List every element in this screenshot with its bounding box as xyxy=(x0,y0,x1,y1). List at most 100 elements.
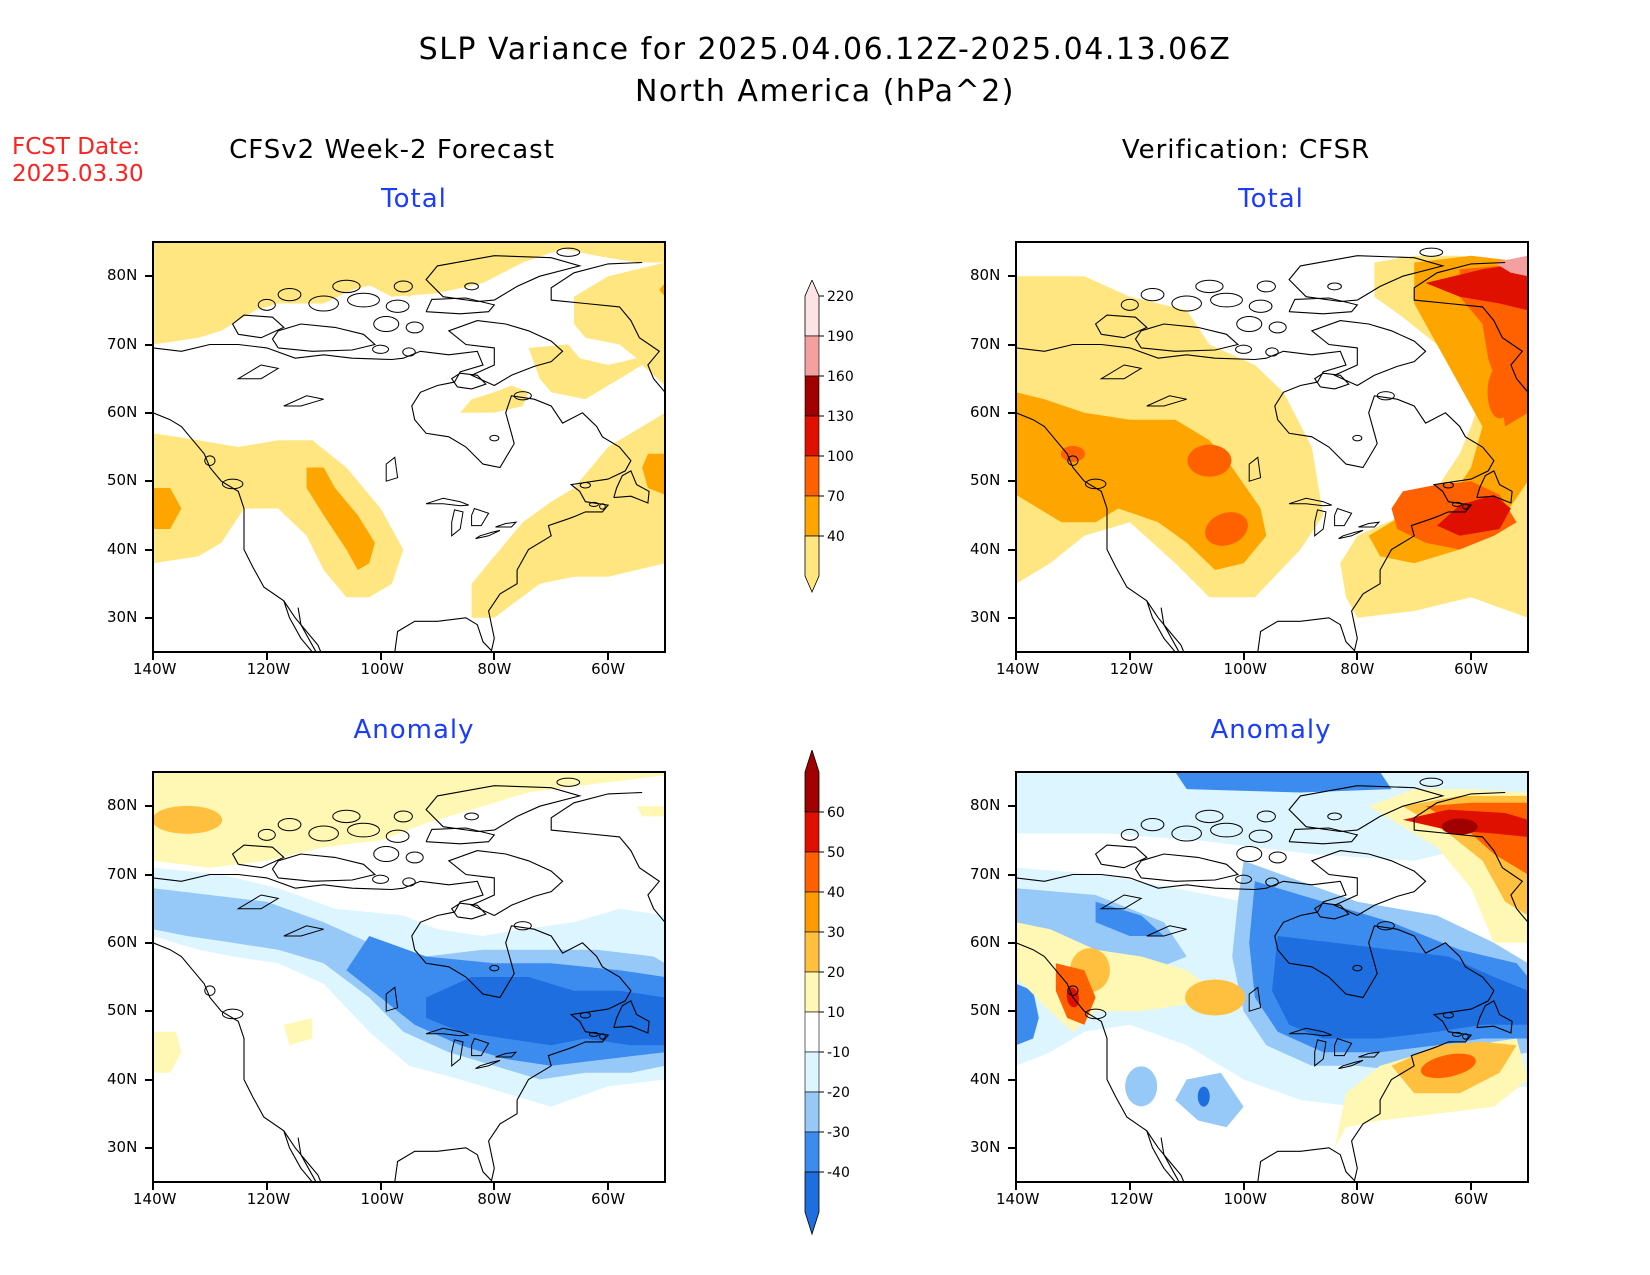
island-outline xyxy=(1084,478,1107,490)
panel-title-forecast-total: Total xyxy=(381,184,447,214)
coastline xyxy=(1146,1130,1180,1182)
lat-tick-label: 30N xyxy=(107,1137,138,1156)
island-outline xyxy=(1235,874,1253,884)
lat-tick-mark xyxy=(145,616,153,619)
coastline xyxy=(1134,323,1240,352)
island-outline xyxy=(588,1031,599,1037)
colorbar-label: 40 xyxy=(827,529,845,545)
lat-tick-label: 70N xyxy=(107,864,138,883)
panel-title-verification-total: Total xyxy=(1238,184,1304,214)
island-outline xyxy=(1248,299,1273,313)
contour-region xyxy=(1175,1072,1244,1128)
lon-tick-mark xyxy=(379,1182,382,1190)
island-outline xyxy=(332,279,361,294)
coastline xyxy=(447,850,564,917)
island-outline xyxy=(1327,812,1342,821)
island-outline xyxy=(393,280,413,293)
lon-tick-label: 140W xyxy=(996,660,1040,678)
lon-tick-label: 120W xyxy=(1109,660,1154,678)
island-outline xyxy=(1462,503,1469,510)
coastline xyxy=(1016,873,1495,1182)
lon-tick-label: 100W xyxy=(360,660,405,678)
lon-tick-mark xyxy=(265,652,268,660)
lon-tick-mark xyxy=(379,652,382,660)
island-outline xyxy=(402,347,416,357)
lat-tick-label: 30N xyxy=(970,1137,1001,1156)
contour-region xyxy=(1493,255,1528,277)
lat-tick-label: 70N xyxy=(970,334,1001,353)
coastline xyxy=(1016,412,1205,652)
lon-tick-label: 80W xyxy=(477,660,512,678)
island-outline xyxy=(204,985,216,996)
island-outline xyxy=(277,817,302,832)
island-outline xyxy=(1120,298,1139,311)
lon-tick-label: 80W xyxy=(1340,1190,1375,1208)
island-outline xyxy=(385,829,410,843)
lat-tick-mark xyxy=(145,480,153,483)
island-outline xyxy=(1352,964,1363,972)
contour-region xyxy=(426,977,665,1046)
contour-region xyxy=(1016,983,1039,1046)
contour-region xyxy=(1487,366,1512,419)
contour-region xyxy=(460,385,529,413)
contour-region xyxy=(1272,936,1528,1039)
coastline xyxy=(1313,372,1350,390)
coastlines xyxy=(1016,247,1528,652)
lat-tick-label: 50N xyxy=(970,471,1001,490)
coastline xyxy=(1146,600,1180,652)
lon-tick-label: 140W xyxy=(133,1190,177,1208)
lake-outline xyxy=(1146,925,1187,937)
island-outline xyxy=(1256,280,1276,293)
coastline xyxy=(425,297,496,315)
lake-outline xyxy=(495,521,518,528)
lake-outline xyxy=(1314,509,1327,537)
island-outline xyxy=(1442,1012,1454,1019)
map-forecast-total xyxy=(153,242,665,652)
map-canvas xyxy=(153,772,665,1182)
coastline xyxy=(1288,827,1359,845)
island-outline xyxy=(405,851,424,864)
lat-tick-mark xyxy=(145,411,153,414)
lon-tick-mark xyxy=(1470,1182,1473,1190)
coastline xyxy=(283,600,317,652)
lat-tick-label: 70N xyxy=(107,334,138,353)
coastline xyxy=(1134,853,1240,882)
coastline xyxy=(271,323,377,352)
lon-tick-mark xyxy=(493,652,496,660)
island-outline xyxy=(257,828,276,841)
lake-outline xyxy=(1358,521,1381,528)
lake-outline xyxy=(236,364,280,380)
colorbar-label: -30 xyxy=(827,1125,850,1141)
island-outline xyxy=(1195,809,1224,824)
colorbar-swatch xyxy=(804,455,820,497)
coastline xyxy=(447,320,564,387)
island-outline xyxy=(579,1012,591,1019)
island-outline xyxy=(347,822,380,838)
island-outline xyxy=(332,809,361,824)
colorbar-swatch xyxy=(804,1051,820,1093)
lake-outline xyxy=(451,509,464,537)
island-outline xyxy=(464,282,479,291)
lat-tick-label: 50N xyxy=(970,1001,1001,1020)
lake-outline xyxy=(283,925,324,937)
island-outline xyxy=(1352,434,1363,442)
island-outline xyxy=(372,874,390,884)
coastline xyxy=(613,470,650,504)
lake-outline xyxy=(1288,1027,1332,1037)
island-outline xyxy=(1067,455,1079,466)
lat-tick-mark xyxy=(1008,548,1016,551)
lat-tick-mark xyxy=(145,1078,153,1081)
lon-tick-label: 80W xyxy=(477,1190,512,1208)
lon-tick-label: 60W xyxy=(591,1190,626,1208)
lon-tick-mark xyxy=(1015,652,1017,660)
lake-outline xyxy=(471,507,490,527)
colorbar-label: 30 xyxy=(827,925,845,941)
contour-region xyxy=(642,453,665,495)
coastline xyxy=(1413,791,1528,924)
island-outline xyxy=(393,810,413,823)
coastline xyxy=(153,873,632,1182)
island-outline xyxy=(1236,845,1263,863)
island-outline xyxy=(1248,829,1273,843)
contour-region xyxy=(1016,392,1267,570)
lake-outline xyxy=(1099,894,1143,910)
